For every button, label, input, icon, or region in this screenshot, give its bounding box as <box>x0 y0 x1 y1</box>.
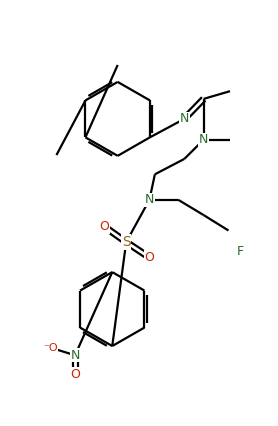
Text: O: O <box>145 251 154 264</box>
Text: O: O <box>100 220 110 233</box>
Text: O: O <box>70 368 80 381</box>
Text: N: N <box>70 349 80 362</box>
Text: N: N <box>180 112 189 125</box>
Text: N: N <box>145 193 154 206</box>
Text: ⁻O: ⁻O <box>43 343 58 353</box>
Text: F: F <box>237 245 244 258</box>
Text: S: S <box>122 235 131 249</box>
Text: N: N <box>199 133 208 146</box>
